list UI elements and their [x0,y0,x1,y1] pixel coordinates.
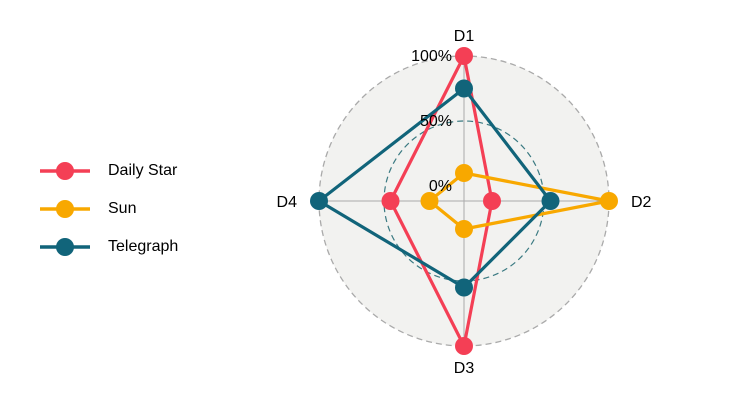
legend-label: Daily Star [108,162,178,179]
point-telegraph-d4 [310,192,328,210]
grid-label-0: 0% [429,178,452,195]
axis-label-d3: D3 [454,360,475,377]
series-sun [420,164,618,238]
point-sun-d3 [455,220,473,238]
point-telegraph-d3 [455,278,473,297]
point-daily-star-d2 [483,192,501,210]
legend: Daily Star Sun Telegraph [38,152,178,266]
series-layer [310,47,618,355]
legend-swatch [40,162,90,180]
point-daily-star-d4 [381,192,400,210]
series-telegraph [310,79,560,297]
point-daily-star-d3 [455,337,473,355]
axis-label-d2: D2 [631,194,652,211]
legend-swatch [40,200,90,218]
legend-label: Sun [108,200,137,217]
grid-label-50: 50% [420,113,452,130]
point-telegraph-d1 [455,79,473,98]
legend-label: Telegraph [108,238,179,255]
point-daily-star-d1 [455,47,473,65]
legend-item-telegraph: Telegraph [38,228,178,266]
axis-label-d4: D4 [277,194,298,211]
point-sun-d2 [600,192,618,210]
axis-label-d1: D1 [454,28,475,45]
label-layer: D1 D2 D3 D4 0% 50% 100% [277,28,652,377]
point-telegraph-d2 [541,192,560,210]
legend-swatch [40,238,90,256]
point-sun-d4 [420,192,439,210]
point-sun-d1 [455,164,473,182]
legend-item-daily-star: Daily Star [38,152,178,190]
grid-label-100: 100% [411,48,452,65]
series-daily-star [381,47,501,355]
legend-item-sun: Sun [38,190,178,228]
